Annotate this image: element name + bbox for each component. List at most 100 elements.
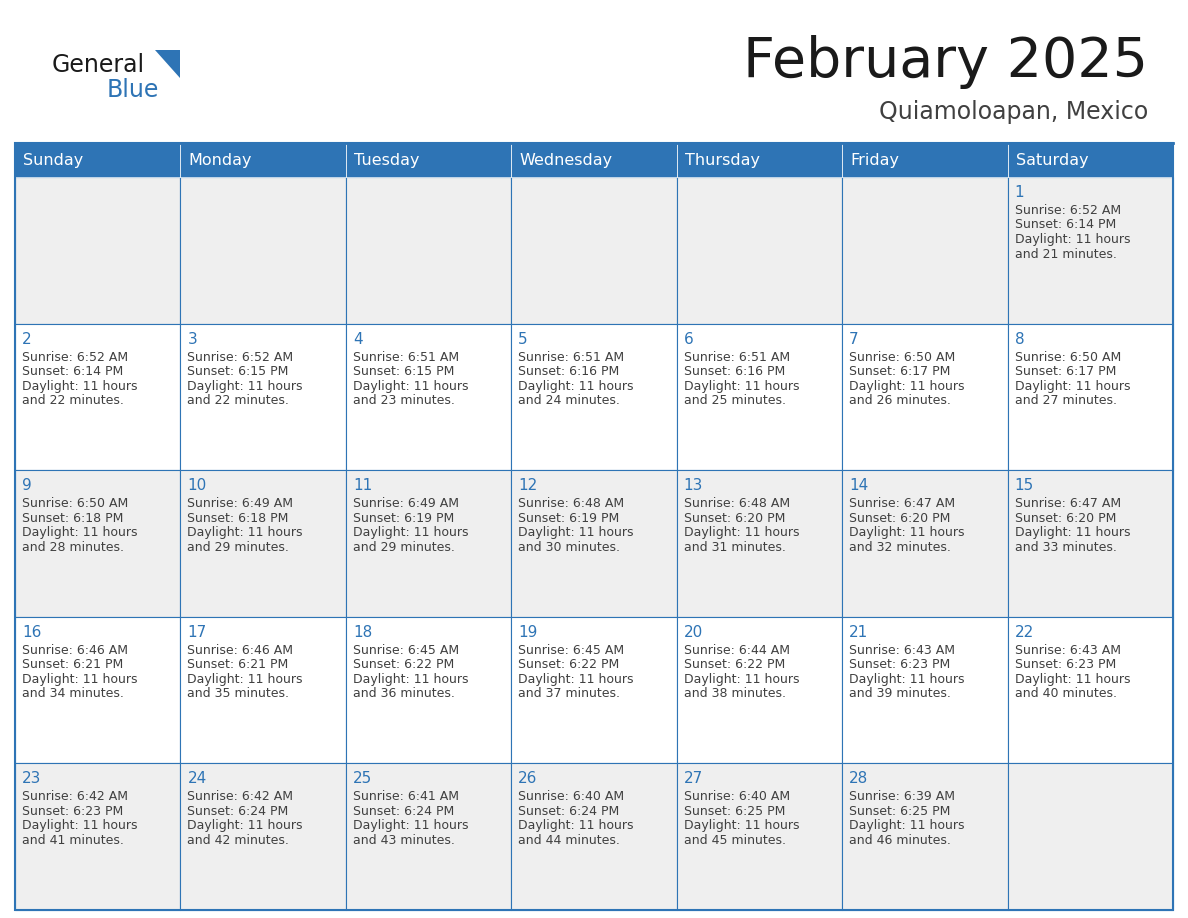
Text: Daylight: 11 hours: Daylight: 11 hours <box>1015 526 1130 539</box>
Text: 21: 21 <box>849 625 868 640</box>
Text: and 30 minutes.: and 30 minutes. <box>518 541 620 554</box>
Text: Sunset: 6:16 PM: Sunset: 6:16 PM <box>684 365 785 378</box>
Text: February 2025: February 2025 <box>742 35 1148 89</box>
Text: Sunrise: 6:42 AM: Sunrise: 6:42 AM <box>188 790 293 803</box>
Bar <box>677 143 842 177</box>
Text: Sunset: 6:17 PM: Sunset: 6:17 PM <box>849 365 950 378</box>
Bar <box>677 324 842 470</box>
Text: 16: 16 <box>23 625 42 640</box>
Text: Sunrise: 6:49 AM: Sunrise: 6:49 AM <box>353 498 459 510</box>
Text: Daylight: 11 hours: Daylight: 11 hours <box>684 380 800 393</box>
Text: Sunrise: 6:43 AM: Sunrise: 6:43 AM <box>1015 644 1120 656</box>
Bar <box>181 324 346 470</box>
Bar <box>842 764 1007 910</box>
Text: 24: 24 <box>188 771 207 787</box>
Text: Sunset: 6:25 PM: Sunset: 6:25 PM <box>684 805 785 818</box>
Text: 6: 6 <box>684 331 694 347</box>
Text: 20: 20 <box>684 625 703 640</box>
Text: Sunset: 6:22 PM: Sunset: 6:22 PM <box>684 658 785 671</box>
Bar <box>511 470 677 617</box>
Text: Sunrise: 6:39 AM: Sunrise: 6:39 AM <box>849 790 955 803</box>
Text: Daylight: 11 hours: Daylight: 11 hours <box>1015 380 1130 393</box>
Bar <box>181 764 346 910</box>
Text: and 40 minutes.: and 40 minutes. <box>1015 688 1117 700</box>
Text: 8: 8 <box>1015 331 1024 347</box>
Text: 11: 11 <box>353 478 372 493</box>
Text: Sunrise: 6:47 AM: Sunrise: 6:47 AM <box>849 498 955 510</box>
Bar <box>15 617 181 764</box>
Text: Sunrise: 6:40 AM: Sunrise: 6:40 AM <box>518 790 625 803</box>
Text: Sunrise: 6:44 AM: Sunrise: 6:44 AM <box>684 644 790 656</box>
Text: Sunrise: 6:46 AM: Sunrise: 6:46 AM <box>188 644 293 656</box>
Text: Sunday: Sunday <box>23 152 83 167</box>
Text: 15: 15 <box>1015 478 1034 493</box>
Text: Daylight: 11 hours: Daylight: 11 hours <box>849 820 965 833</box>
Text: and 41 minutes.: and 41 minutes. <box>23 834 124 847</box>
Text: and 35 minutes.: and 35 minutes. <box>188 688 290 700</box>
Text: Friday: Friday <box>851 152 899 167</box>
Text: and 44 minutes.: and 44 minutes. <box>518 834 620 847</box>
Text: Sunset: 6:24 PM: Sunset: 6:24 PM <box>353 805 454 818</box>
Text: Daylight: 11 hours: Daylight: 11 hours <box>1015 233 1130 246</box>
Text: Daylight: 11 hours: Daylight: 11 hours <box>353 380 468 393</box>
Text: and 46 minutes.: and 46 minutes. <box>849 834 952 847</box>
Text: 13: 13 <box>684 478 703 493</box>
Bar <box>346 143 511 177</box>
Text: 2: 2 <box>23 331 32 347</box>
Text: and 22 minutes.: and 22 minutes. <box>188 394 290 407</box>
Text: Sunset: 6:20 PM: Sunset: 6:20 PM <box>1015 511 1116 525</box>
Bar <box>511 143 677 177</box>
Text: 26: 26 <box>518 771 538 787</box>
Text: 25: 25 <box>353 771 372 787</box>
Text: Saturday: Saturday <box>1016 152 1088 167</box>
Bar <box>346 470 511 617</box>
Text: 19: 19 <box>518 625 538 640</box>
Text: and 37 minutes.: and 37 minutes. <box>518 688 620 700</box>
Text: 27: 27 <box>684 771 703 787</box>
Text: Daylight: 11 hours: Daylight: 11 hours <box>684 673 800 686</box>
Text: and 27 minutes.: and 27 minutes. <box>1015 394 1117 407</box>
Text: and 39 minutes.: and 39 minutes. <box>849 688 952 700</box>
Text: Daylight: 11 hours: Daylight: 11 hours <box>188 673 303 686</box>
Text: 23: 23 <box>23 771 42 787</box>
Text: Sunrise: 6:52 AM: Sunrise: 6:52 AM <box>1015 204 1120 217</box>
Text: 10: 10 <box>188 478 207 493</box>
Text: and 34 minutes.: and 34 minutes. <box>23 688 124 700</box>
Text: Daylight: 11 hours: Daylight: 11 hours <box>188 820 303 833</box>
Bar <box>181 177 346 324</box>
Bar <box>1007 470 1173 617</box>
Bar <box>677 470 842 617</box>
Bar <box>842 617 1007 764</box>
Text: 7: 7 <box>849 331 859 347</box>
Text: 28: 28 <box>849 771 868 787</box>
Text: 14: 14 <box>849 478 868 493</box>
Bar <box>181 143 346 177</box>
Text: Sunset: 6:15 PM: Sunset: 6:15 PM <box>353 365 454 378</box>
Text: Sunrise: 6:40 AM: Sunrise: 6:40 AM <box>684 790 790 803</box>
Text: and 31 minutes.: and 31 minutes. <box>684 541 785 554</box>
Text: Daylight: 11 hours: Daylight: 11 hours <box>353 820 468 833</box>
Text: and 33 minutes.: and 33 minutes. <box>1015 541 1117 554</box>
Text: Sunset: 6:23 PM: Sunset: 6:23 PM <box>1015 658 1116 671</box>
Text: Sunset: 6:24 PM: Sunset: 6:24 PM <box>188 805 289 818</box>
Text: Daylight: 11 hours: Daylight: 11 hours <box>518 820 633 833</box>
Text: and 36 minutes.: and 36 minutes. <box>353 688 455 700</box>
Bar <box>181 470 346 617</box>
Text: Sunrise: 6:49 AM: Sunrise: 6:49 AM <box>188 498 293 510</box>
Text: Wednesday: Wednesday <box>519 152 612 167</box>
Text: Daylight: 11 hours: Daylight: 11 hours <box>518 526 633 539</box>
Polygon shape <box>154 50 181 78</box>
Text: Daylight: 11 hours: Daylight: 11 hours <box>1015 673 1130 686</box>
Text: and 26 minutes.: and 26 minutes. <box>849 394 952 407</box>
Text: Sunrise: 6:50 AM: Sunrise: 6:50 AM <box>1015 351 1120 364</box>
Text: Sunset: 6:20 PM: Sunset: 6:20 PM <box>849 511 950 525</box>
Text: Daylight: 11 hours: Daylight: 11 hours <box>518 380 633 393</box>
Bar <box>511 177 677 324</box>
Text: Daylight: 11 hours: Daylight: 11 hours <box>684 820 800 833</box>
Text: 22: 22 <box>1015 625 1034 640</box>
Text: Sunset: 6:16 PM: Sunset: 6:16 PM <box>518 365 619 378</box>
Bar <box>1007 764 1173 910</box>
Text: Sunset: 6:17 PM: Sunset: 6:17 PM <box>1015 365 1116 378</box>
Text: and 23 minutes.: and 23 minutes. <box>353 394 455 407</box>
Text: Sunset: 6:23 PM: Sunset: 6:23 PM <box>23 805 124 818</box>
